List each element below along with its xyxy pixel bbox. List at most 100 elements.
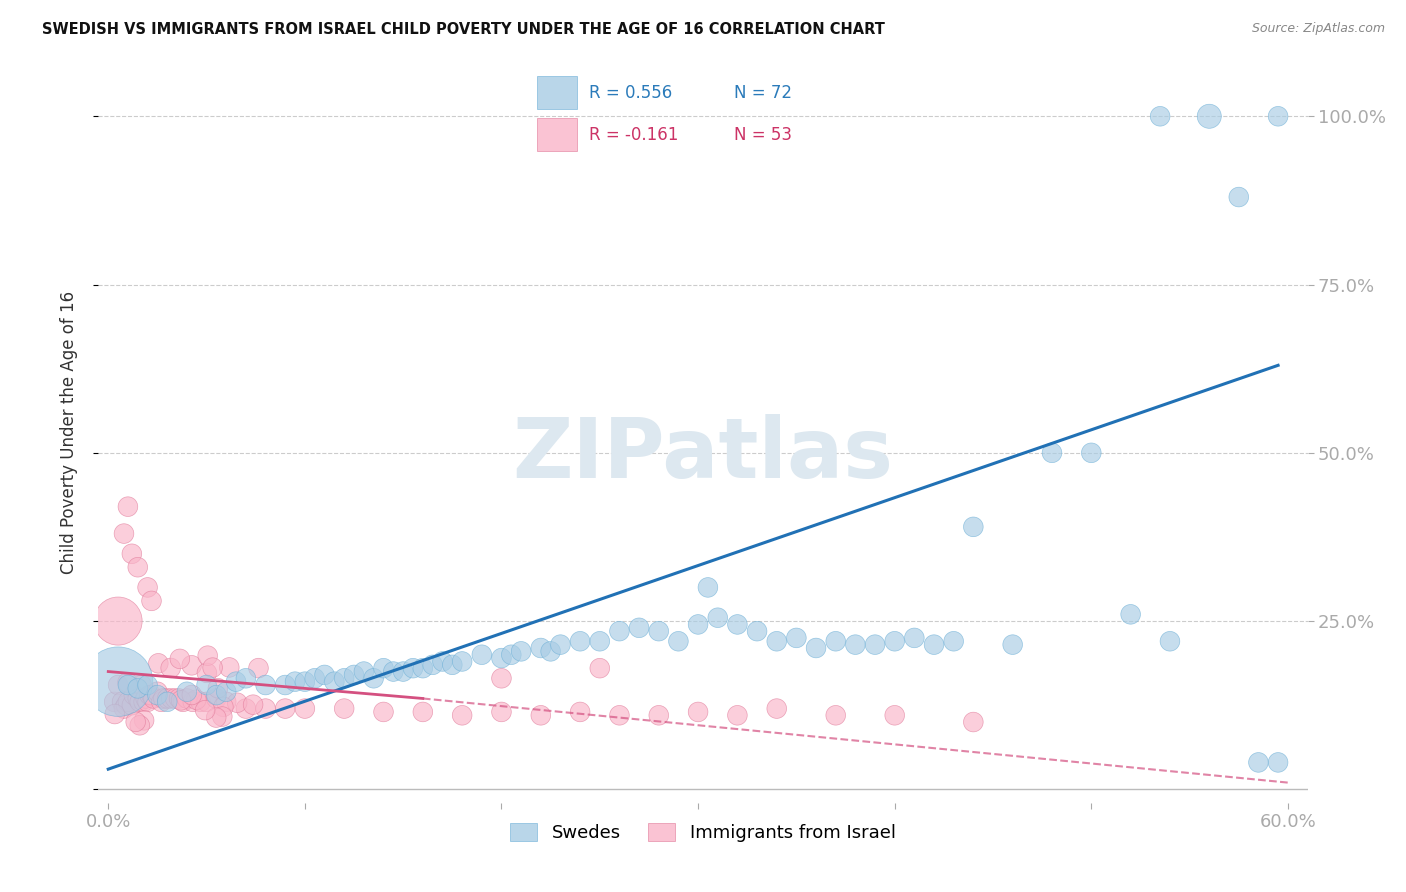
Point (195, 695, 218, 709)
Point (323, 674, 346, 689)
Point (942, 634, 965, 648)
Point (1247, 756, 1270, 770)
Point (112, 701, 135, 715)
Point (180, 658, 202, 673)
Text: R = -0.161: R = -0.161 (589, 126, 679, 144)
Point (138, 688, 160, 702)
Text: N = 53: N = 53 (734, 126, 793, 144)
Point (247, 661, 270, 675)
Point (363, 671, 385, 685)
Point (804, 640, 827, 655)
Point (254, 701, 277, 715)
Point (314, 668, 336, 682)
Point (135, 691, 157, 706)
Point (115, 698, 138, 713)
Point (530, 708, 553, 723)
Point (824, 634, 846, 648)
Text: N = 72: N = 72 (734, 84, 793, 102)
Point (103, 695, 125, 709)
Point (169, 652, 191, 666)
Point (412, 705, 434, 719)
Point (962, 714, 984, 729)
Point (180, 688, 202, 702)
Point (1040, 446, 1063, 460)
Point (146, 688, 169, 702)
Point (121, 698, 143, 713)
Point (844, 638, 866, 652)
Point (402, 661, 425, 675)
Point (451, 655, 474, 669)
Point (412, 661, 434, 675)
Point (205, 710, 228, 724)
Point (962, 520, 984, 534)
Point (160, 691, 183, 706)
Point (148, 657, 170, 671)
Point (212, 699, 235, 714)
Point (883, 708, 905, 723)
Point (274, 678, 297, 692)
Point (491, 705, 513, 719)
Text: ZIPatlas: ZIPatlas (513, 414, 893, 495)
Point (127, 560, 149, 574)
Point (688, 705, 710, 719)
FancyBboxPatch shape (537, 77, 576, 109)
Point (609, 624, 631, 639)
Point (225, 674, 247, 689)
Point (128, 718, 150, 732)
Point (167, 691, 190, 706)
Point (353, 665, 375, 679)
Point (165, 691, 187, 706)
Point (1119, 607, 1142, 622)
Point (785, 631, 807, 645)
Point (181, 695, 204, 709)
Point (343, 668, 366, 682)
Point (284, 674, 307, 689)
Point (141, 594, 163, 608)
Point (382, 665, 405, 679)
Point (648, 624, 671, 639)
Point (201, 660, 224, 674)
Point (530, 640, 553, 655)
Point (569, 634, 592, 648)
Point (648, 708, 671, 723)
Point (1159, 634, 1181, 648)
Point (117, 678, 139, 692)
Point (141, 688, 163, 702)
Point (628, 621, 651, 635)
Point (274, 701, 297, 715)
Point (215, 685, 238, 699)
Point (294, 701, 316, 715)
Point (903, 631, 925, 645)
Point (132, 695, 155, 709)
Point (215, 695, 238, 709)
Point (696, 581, 718, 595)
Point (190, 695, 212, 709)
Point (111, 695, 134, 709)
Point (373, 705, 395, 719)
Point (127, 681, 149, 696)
Point (124, 714, 146, 729)
Point (432, 655, 454, 669)
Text: SWEDISH VS IMMIGRANTS FROM ISRAEL CHILD POVERTY UNDER THE AGE OF 16 CORRELATION : SWEDISH VS IMMIGRANTS FROM ISRAEL CHILD … (42, 22, 884, 37)
Point (550, 638, 572, 652)
Point (127, 691, 149, 706)
Y-axis label: Child Poverty Under the Age of 16: Child Poverty Under the Age of 16 (59, 291, 77, 574)
Point (1267, 756, 1289, 770)
Point (242, 698, 264, 712)
Point (471, 648, 494, 662)
Point (422, 657, 444, 672)
Point (1001, 638, 1024, 652)
Point (159, 661, 181, 675)
Point (1080, 446, 1102, 460)
Point (1149, 109, 1171, 123)
Point (104, 706, 127, 721)
Point (609, 708, 631, 723)
Point (501, 648, 523, 662)
Point (441, 657, 464, 672)
Point (107, 614, 129, 628)
Point (152, 691, 174, 706)
Point (176, 691, 198, 706)
Point (765, 701, 787, 715)
Point (194, 703, 217, 717)
Point (136, 678, 159, 692)
